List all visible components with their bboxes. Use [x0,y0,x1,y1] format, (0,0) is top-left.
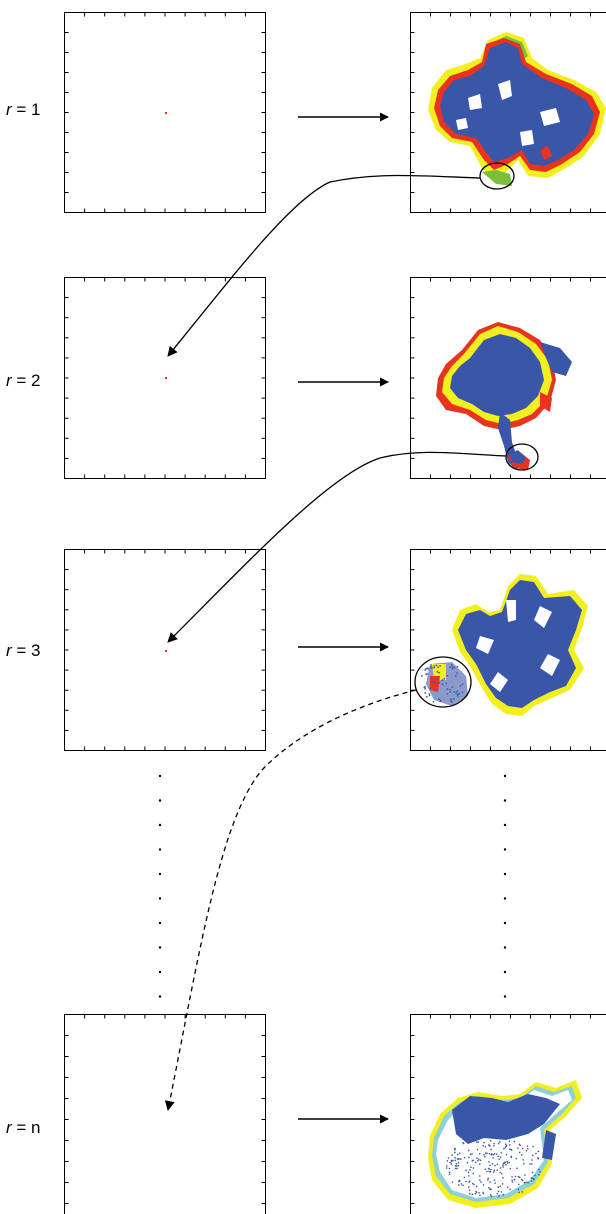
row-label-1: r = 1 [6,100,41,119]
transfer-arrow-r3-to-rn [164,689,417,1111]
seed-point-r2 [165,377,167,379]
transfer-arrow-r1-to-r2 [167,174,481,357]
cluster-r3 [421,574,588,716]
fragment-circle-r3 [414,656,472,708]
fragment-circle-r1 [479,162,515,190]
transfer-arrow-r2-to-r3 [167,451,507,643]
cluster-rn [428,1080,582,1208]
row-label-3: r = 3 [6,641,41,660]
cluster-r2 [436,322,572,470]
fragment-circle-r2 [505,443,539,471]
cluster-r1 [428,32,606,186]
seed-point-r3 [165,650,167,652]
row-label-2: r = 2 [6,371,41,390]
row-label-n: r = n [6,1118,41,1137]
seed-point-r1 [165,112,167,114]
panel-left-rn [64,1014,266,1214]
